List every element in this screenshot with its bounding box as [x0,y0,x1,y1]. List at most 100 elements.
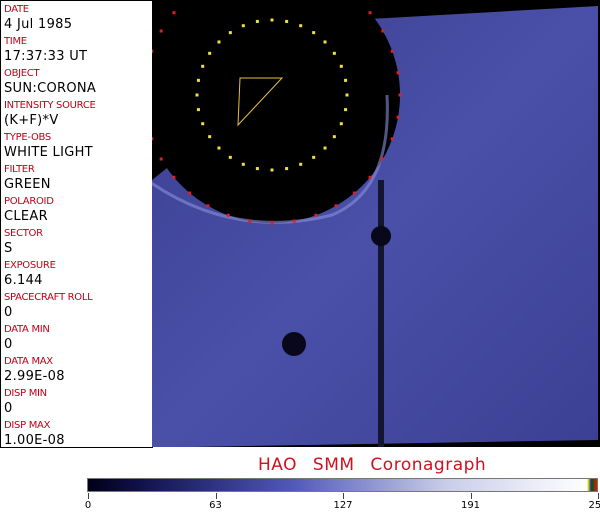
field-value: 0 [4,305,13,320]
grid-dot [226,213,230,217]
grid-dot [396,71,400,75]
plot-title: HAO SMM Coronagraph [258,455,487,475]
field-label: DATA MIN [4,324,50,335]
field-value: 4 Jul 1985 [4,17,73,32]
grid-dot [323,40,327,44]
grid-dot [390,49,394,53]
grid-dot [270,221,274,225]
grid-dot [285,19,289,23]
grid-dot [228,155,232,159]
colorbar [87,478,598,492]
pylon [378,180,384,447]
grid-dot [314,213,318,217]
grid-dot [152,49,154,53]
grid-dot [201,64,205,68]
field-label: DATA MAX [4,356,53,367]
field-label: FILTER [4,164,35,175]
colorbar-tick [343,493,344,499]
grid-dot [152,137,154,141]
grid-dot [339,122,343,126]
colorbar-tick-label: 127 [333,500,353,511]
colorbar-tick-label: 255 [588,500,600,511]
colorbar-tick [88,493,89,499]
grid-dot [255,19,259,23]
grid-dot [312,155,316,159]
field-value: S [4,241,13,256]
grid-dot [206,204,210,208]
grid-dot [217,40,221,44]
grid-dot [241,162,245,166]
grid-dot [172,11,176,15]
field-label: DISP MAX [4,420,51,431]
colorbar-tick [470,493,472,499]
grid-dot [196,108,200,112]
colorbar-tick-label: 191 [460,500,481,511]
coronagraph-image [152,0,600,447]
grid-dot [159,157,163,161]
field-value: SUN:CORONA [4,81,97,96]
field-label: TYPE-OBS [4,132,51,143]
grid-dot [172,175,176,179]
field-value: (K+F)*V [4,113,59,128]
field-value: CLEAR [4,209,48,224]
field-value: 0 [4,401,13,416]
grid-dot [332,51,336,55]
grid-dot [368,11,372,15]
grid-dot [248,219,252,223]
field-value: WHITE LIGHT [4,145,93,160]
grid-dot [344,78,348,82]
grid-dot [228,31,232,35]
grid-dot [208,51,212,55]
grid-dot [299,162,303,166]
grid-dot [352,191,356,195]
grid-dot [159,29,163,33]
grid-dot [196,78,200,82]
field-label: INTENSITY SOURCE [4,100,96,111]
field-value: 2.99E-08 [4,369,65,384]
colorbar-tick [215,493,217,499]
field-label: TIME [4,36,27,47]
grid-dot [339,64,343,68]
field-label: POLAROID [4,196,54,207]
grid-dot [381,157,385,161]
field-label: SECTOR [4,228,43,239]
grid-dot [332,135,336,139]
grid-dot [255,167,259,171]
colorbar-tick [598,493,599,499]
grid-dot [299,24,303,28]
field-value: GREEN [4,177,51,192]
info-panel: DATE 4 Jul 1985 TIME 17:37:33 UT OBJECT SU… [0,0,153,448]
grid-dot [217,146,221,150]
field-label: SPACECRAFT ROLL [4,292,93,303]
grid-dot [270,168,274,172]
field-label: DATE [4,4,29,15]
field-value: 17:37:33 UT [4,49,88,64]
colorbar-tick-label: 63 [209,500,222,511]
grid-dot [201,122,205,126]
grid-dot [195,93,199,97]
grid-dot [188,191,192,195]
field-label: OBJECT [4,68,40,79]
field-label: DISP MIN [4,388,47,399]
field-value: 1.00E-08 [4,433,65,448]
grid-dot [390,137,394,141]
colorbar-tick-label: 0 [84,500,92,511]
grid-dot [241,24,245,28]
grid-dot [345,93,349,97]
grid-dot [344,108,348,112]
grid-dot [396,115,400,119]
grid-dot [323,146,327,150]
grid-dot [270,18,274,22]
grid-dot [381,29,385,33]
field-label: EXPOSURE [4,260,56,271]
field-value: 0 [4,337,13,352]
occulter [152,0,400,223]
marker-triangle [237,77,284,127]
grid-dot [285,167,289,171]
grid-dot [208,135,212,139]
grid-dot [312,31,316,35]
grid-dot [398,93,402,97]
field-value: 6.144 [4,273,43,288]
grid-dot [292,219,296,223]
grid-dot [368,175,372,179]
